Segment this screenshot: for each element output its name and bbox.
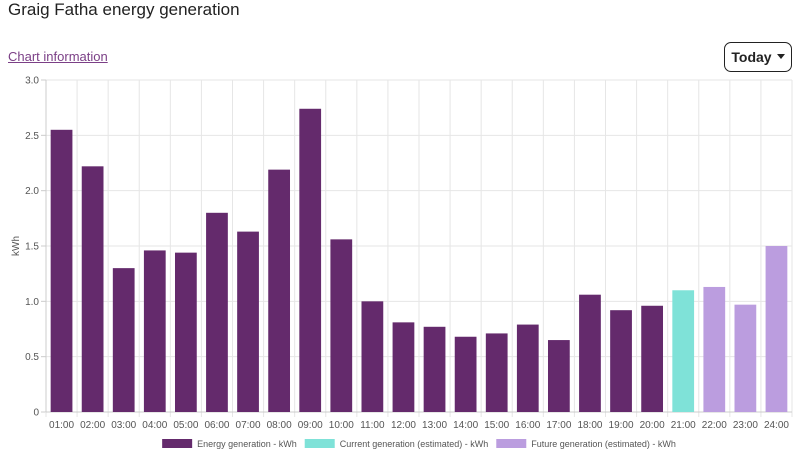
energy-chart: 0 0.5 1.0 1.5 2.0 2.5 3.0 kWh 01:00 02:00 03:00 04:… — [11, 76, 793, 449]
bar-0600 — [206, 212, 228, 412]
bar-0900 — [299, 108, 322, 413]
bar-2100 — [672, 290, 695, 412]
x-tick-label: 05:00 — [173, 420, 198, 431]
bar-1100 — [361, 301, 384, 412]
period-dropdown[interactable]: Today — [724, 42, 792, 72]
y-tick-label: 0 — [33, 408, 39, 419]
x-tick-label: 24:00 — [764, 420, 789, 431]
bar-1600 — [516, 324, 539, 412]
x-tick-label: 21:00 — [671, 420, 696, 431]
y-tick-label: 2.0 — [25, 186, 39, 197]
x-tick-label: 16:00 — [515, 420, 540, 431]
bar-0500 — [174, 252, 197, 412]
x-tick-label: 19:00 — [609, 420, 634, 431]
x-tick-label: 09:00 — [298, 420, 323, 431]
x-tick-label: 13:00 — [422, 420, 447, 431]
legend-swatch-future — [496, 439, 527, 448]
legend-label-future: Future generation (estimated) - kWh — [531, 439, 676, 449]
bar-0100 — [50, 129, 73, 413]
x-tick-label: 14:00 — [453, 420, 478, 431]
x-tick-label: 04:00 — [142, 420, 167, 431]
x-tick-label: 11:00 — [360, 420, 385, 431]
y-tick-label: 1.0 — [25, 297, 39, 308]
y-tick-label: 1.5 — [25, 242, 39, 253]
y-axis-label: kWh — [11, 236, 22, 256]
bar-2300 — [734, 304, 757, 412]
x-tick-label: 17:00 — [546, 420, 571, 431]
bar-0200 — [81, 166, 104, 412]
bar-1800 — [579, 294, 601, 412]
x-tick-label: 23:00 — [733, 420, 758, 431]
x-tick-label: 02:00 — [80, 420, 105, 431]
bar-0700 — [237, 231, 259, 412]
x-tick-label: 15:00 — [484, 420, 509, 431]
bar-0400 — [143, 250, 166, 412]
x-tick-label: 07:00 — [236, 420, 261, 431]
x-tick-label: 08:00 — [267, 420, 292, 431]
y-tick-label: 3.0 — [25, 76, 39, 87]
x-tick-label: 06:00 — [204, 420, 229, 431]
x-tick-label: 20:00 — [640, 420, 665, 431]
period-dropdown-label: Today — [731, 49, 772, 65]
page-title: Graig Fatha energy generation — [8, 0, 240, 19]
x-tick-label: 12:00 — [391, 420, 416, 431]
bar-1300 — [423, 326, 446, 412]
bar-1700 — [547, 340, 570, 412]
chart-information-link[interactable]: Chart information — [8, 49, 108, 64]
legend-swatch-energy — [162, 439, 193, 448]
bar-1400 — [454, 336, 477, 412]
legend-swatch-current — [304, 439, 335, 448]
bar-1000 — [330, 239, 353, 412]
bar-1500 — [485, 333, 508, 412]
x-tick-label: 03:00 — [111, 420, 136, 431]
y-tick-label: 0.5 — [25, 352, 39, 363]
y-tick-label: 2.5 — [25, 131, 39, 142]
bar-1200 — [392, 322, 415, 412]
x-tick-label: 01:00 — [49, 420, 74, 431]
legend-label-energy: Energy generation - kWh — [197, 439, 297, 449]
legend-label-current: Current generation (estimated) - kWh — [340, 439, 489, 449]
x-tick-label: 18:00 — [577, 420, 602, 431]
bar-0300 — [112, 268, 135, 412]
bar-2200 — [703, 286, 726, 412]
bar-1900 — [610, 310, 632, 412]
x-tick-label: 10:00 — [329, 420, 354, 431]
x-tick-label: 22:00 — [702, 420, 727, 431]
bar-2000 — [641, 305, 664, 412]
caret-down-icon — [776, 53, 785, 59]
bar-0800 — [268, 169, 291, 412]
bar-2400 — [765, 246, 788, 412]
